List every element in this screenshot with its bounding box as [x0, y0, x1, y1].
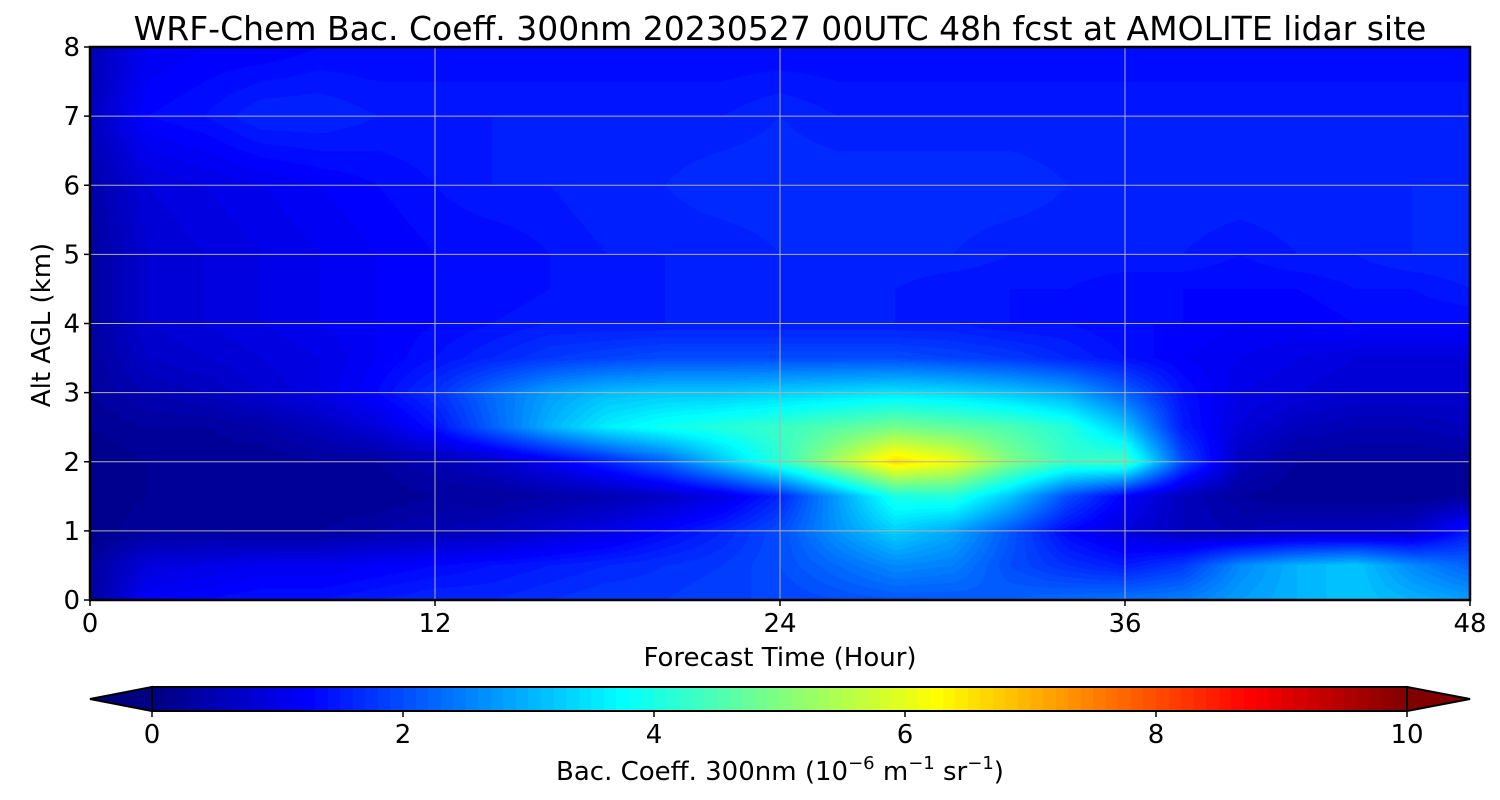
- x-axis-ticks: 0 12 24 36 48: [82, 600, 1487, 639]
- colorbar-extend-high: [1406, 685, 1471, 713]
- colorbar-label-suffix: ): [994, 757, 1004, 787]
- colorbar-canvas: [152, 687, 1407, 711]
- colorbar-label-mid2: sr: [935, 757, 968, 787]
- grid-lines: [90, 47, 1470, 600]
- colorbar-tick-label: 10: [1390, 720, 1423, 750]
- y-tick-label: 1: [63, 517, 80, 547]
- colorbar-label-exp1: −6: [848, 753, 875, 774]
- colorbar-label-mid: m: [875, 757, 909, 787]
- colorbar-tick-label: 8: [1148, 720, 1165, 750]
- x-axis-label: Forecast Time (Hour): [643, 643, 916, 673]
- colorbar: 0 2 4 6 8 10 Bac. Coeff. 300nm (10−6 m−1 sr−1…: [89, 685, 1471, 787]
- y-axis-ticks: 0 1 2 3 4 5 6 7 8: [63, 33, 90, 616]
- y-tick-label: 2: [63, 448, 80, 478]
- y-tick-label: 8: [63, 33, 80, 63]
- colorbar-tick-label: 6: [897, 720, 914, 750]
- y-tick-label: 3: [63, 379, 80, 409]
- colorbar-label-exp2: −1: [908, 753, 935, 774]
- colorbar-frame: [151, 686, 1408, 712]
- x-tick-label: 24: [763, 609, 796, 639]
- colorbar-tick-label: 2: [395, 720, 412, 750]
- y-tick-label: 0: [63, 586, 80, 616]
- colorbar-ticks: 0 2 4 6 8 10: [144, 711, 1424, 750]
- plot-area: [88, 45, 1472, 602]
- y-tick-label: 6: [63, 171, 80, 201]
- y-tick-label: 5: [63, 240, 80, 270]
- x-tick-label: 0: [82, 609, 99, 639]
- chart-title: WRF-Chem Bac. Coeff. 300nm 20230527 00UT…: [134, 9, 1427, 48]
- colorbar-canvas-container: [152, 687, 1407, 711]
- y-axis-label: Alt AGL (km): [27, 243, 57, 407]
- colorbar-label-prefix: Bac. Coeff. 300nm (10: [556, 757, 848, 787]
- colorbar-label-exp3: −1: [967, 753, 994, 774]
- x-tick-label: 12: [418, 609, 451, 639]
- y-tick-label: 4: [63, 310, 80, 340]
- colorbar-label: Bac. Coeff. 300nm (10−6 m−1 sr−1): [556, 753, 1004, 787]
- x-tick-label: 36: [1108, 609, 1141, 639]
- colorbar-extend-low: [89, 685, 153, 713]
- colorbar-tick-label: 4: [646, 720, 663, 750]
- y-tick-label: 7: [63, 102, 80, 132]
- x-tick-label: 48: [1453, 609, 1486, 639]
- colorbar-tick-label: 0: [144, 720, 161, 750]
